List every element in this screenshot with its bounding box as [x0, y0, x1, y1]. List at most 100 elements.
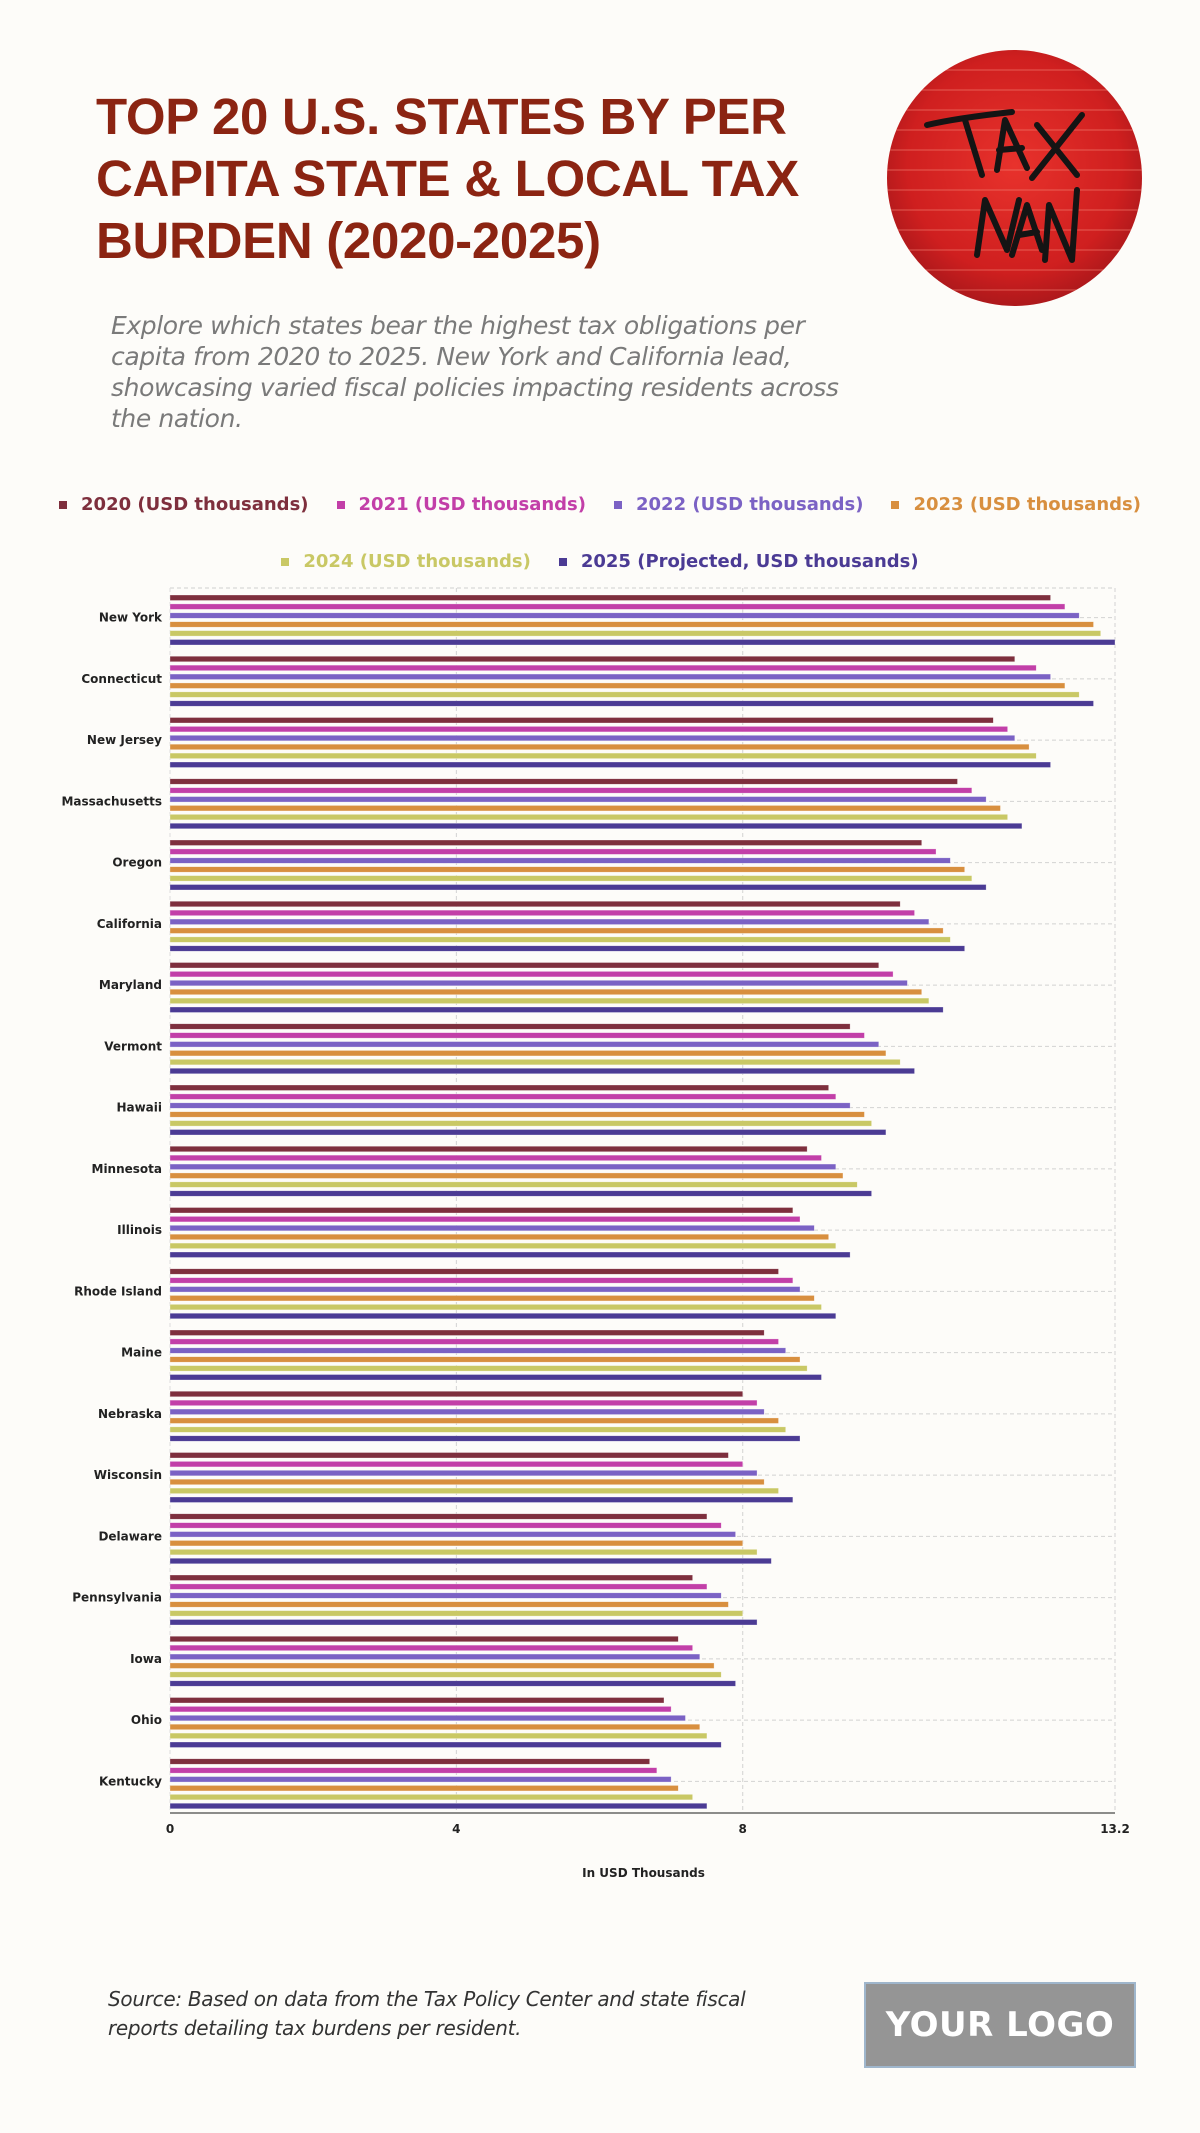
bar — [169, 1549, 758, 1556]
bar — [169, 717, 994, 724]
bar — [169, 796, 987, 803]
bar — [169, 814, 1008, 821]
bar — [169, 1732, 708, 1739]
bar — [169, 1531, 736, 1538]
bar — [169, 1032, 865, 1039]
bar — [169, 1129, 887, 1136]
category-label: Iowa — [130, 1652, 162, 1666]
bar — [169, 1312, 837, 1320]
legend-swatch-2024 — [281, 557, 290, 566]
bar — [169, 787, 973, 794]
legend-item-2023[interactable]: 2023 (USD thousands) — [891, 494, 1141, 515]
legend-swatch-2025 — [558, 557, 567, 566]
legend-item-2020[interactable]: 2020 (USD thousands) — [59, 494, 309, 515]
category-label: Nebraska — [98, 1407, 162, 1421]
bar — [169, 1723, 701, 1730]
category-label: California — [97, 917, 162, 931]
bar — [169, 848, 937, 855]
bar — [169, 1374, 822, 1381]
bar — [169, 1154, 822, 1161]
brick-wall-background — [887, 50, 1142, 306]
bar — [169, 621, 1094, 628]
legend-item-2025[interactable]: 2025 (Projected, USD thousands) — [558, 551, 919, 572]
category-label: Kentucky — [99, 1774, 162, 1788]
category-label: Pennsylvania — [72, 1591, 162, 1605]
bar — [169, 1680, 736, 1687]
bar — [169, 1644, 693, 1651]
bar — [169, 857, 951, 864]
x-tick-label: 0 — [166, 1822, 174, 1836]
logo-placeholder: YOUR LOGO — [864, 1982, 1136, 2068]
bar — [169, 1426, 786, 1433]
bar — [169, 1452, 729, 1459]
bar — [169, 1050, 887, 1057]
bar — [169, 1242, 837, 1249]
bar — [169, 1190, 872, 1197]
bar — [169, 1478, 765, 1486]
bar — [169, 1496, 794, 1503]
bar — [169, 594, 1051, 601]
bar — [169, 743, 1030, 750]
legend-item-2021[interactable]: 2021 (USD thousands) — [336, 494, 586, 515]
bar — [169, 673, 1051, 680]
bar — [169, 1111, 865, 1118]
bar — [169, 936, 951, 943]
source-note: Source: Based on data from the Tax Polic… — [108, 1987, 746, 2040]
x-tick-label: 4 — [452, 1822, 460, 1836]
bar — [169, 691, 1080, 698]
bar — [169, 1006, 944, 1013]
bar — [169, 1706, 672, 1713]
page-title: TOP 20 U.S. STATES BY PER CAPITA STATE &… — [96, 88, 799, 269]
bar — [169, 700, 1094, 707]
category-label: Rhode Island — [74, 1284, 162, 1298]
bar — [169, 1435, 801, 1442]
bar — [169, 1041, 880, 1048]
bar — [169, 839, 923, 846]
category-label: New Jersey — [87, 733, 162, 747]
bar — [169, 1671, 722, 1678]
bar — [169, 1540, 744, 1547]
chart-legend-row-2: 2024 (USD thousands) 2025 (Projected, US… — [60, 551, 1140, 572]
legend-item-2024[interactable]: 2024 (USD thousands) — [281, 551, 531, 572]
bar — [169, 1233, 829, 1241]
bar — [169, 1715, 686, 1722]
category-label: Massachusetts — [61, 794, 162, 808]
bar — [169, 1610, 744, 1617]
x-axis-title: In USD Thousands — [582, 1866, 705, 1880]
bar — [169, 1557, 772, 1565]
category-label: Hawaii — [116, 1101, 162, 1115]
bar — [169, 1574, 693, 1581]
legend-swatch-2022 — [614, 500, 622, 509]
bar — [169, 1084, 829, 1091]
bar — [169, 752, 1037, 759]
bar — [169, 900, 901, 908]
bar — [169, 1251, 851, 1258]
bar — [169, 1697, 665, 1704]
category-label: Minnesota — [92, 1162, 163, 1176]
category-label: Maryland — [99, 978, 162, 992]
bar — [169, 1356, 801, 1363]
bar — [169, 603, 1066, 610]
category-label: Illinois — [117, 1223, 162, 1237]
bar — [169, 1224, 815, 1232]
bar — [169, 1181, 858, 1188]
x-tick-label: 8 — [739, 1822, 747, 1836]
bar — [169, 612, 1080, 619]
page-subtitle: Explore which states bear the highest ta… — [111, 311, 839, 433]
legend-label-2020: 2020 (USD thousands) — [81, 494, 309, 515]
bar — [169, 1635, 679, 1643]
bar — [169, 1338, 779, 1345]
bar — [169, 988, 923, 996]
bar — [169, 1653, 701, 1660]
bar — [169, 805, 1001, 812]
bar — [169, 1741, 722, 1748]
bar — [169, 1172, 844, 1179]
bar — [169, 1469, 758, 1477]
bar — [169, 1059, 901, 1066]
bar — [169, 1802, 708, 1810]
legend-item-2022[interactable]: 2022 (USD thousands) — [614, 494, 863, 515]
legend-label-2024: 2024 (USD thousands) — [303, 551, 531, 572]
bar — [169, 909, 915, 916]
category-label: Vermont — [104, 1039, 162, 1053]
category-label: Oregon — [112, 856, 162, 870]
